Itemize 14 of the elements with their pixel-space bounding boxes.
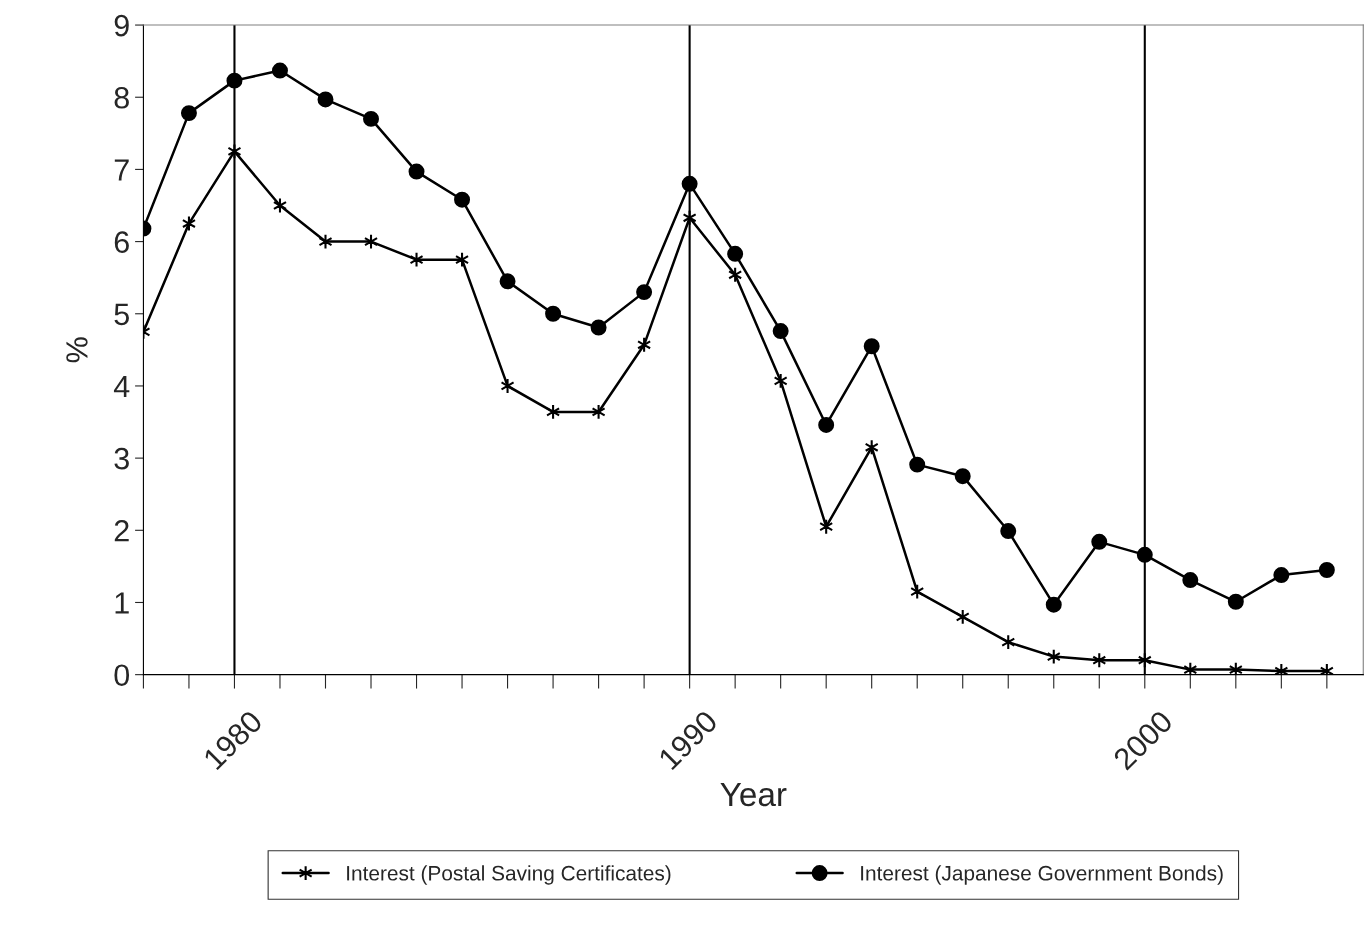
y-tick-label: 3 (114, 447, 129, 470)
legend-label: Interest (Postal Saving Certificates) (347, 865, 671, 885)
legend-label: Interest (Japanese Government Bonds) (861, 865, 1223, 885)
x-axis-title: Year (720, 782, 787, 807)
y-tick-label: 8 (114, 86, 129, 109)
y-axis-title: % (66, 337, 88, 363)
y-tick-label: 7 (114, 159, 129, 181)
y-tick-label: 2 (114, 520, 129, 542)
y-tick-label: 9 (114, 14, 129, 37)
y-tick-label: 0 (114, 664, 130, 687)
y-tick-label: 6 (114, 231, 129, 253)
y-tick-label: 4 (113, 376, 130, 398)
y-tick-label: 1 (115, 592, 129, 614)
y-tick-label: 5 (114, 303, 129, 326)
